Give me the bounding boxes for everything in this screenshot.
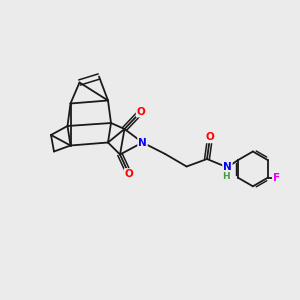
Text: F: F: [273, 172, 280, 183]
Text: O: O: [206, 132, 214, 142]
Text: N: N: [138, 137, 147, 148]
Text: O: O: [136, 106, 146, 117]
Text: H: H: [222, 172, 230, 181]
Text: O: O: [124, 169, 134, 179]
Text: N: N: [223, 162, 232, 172]
